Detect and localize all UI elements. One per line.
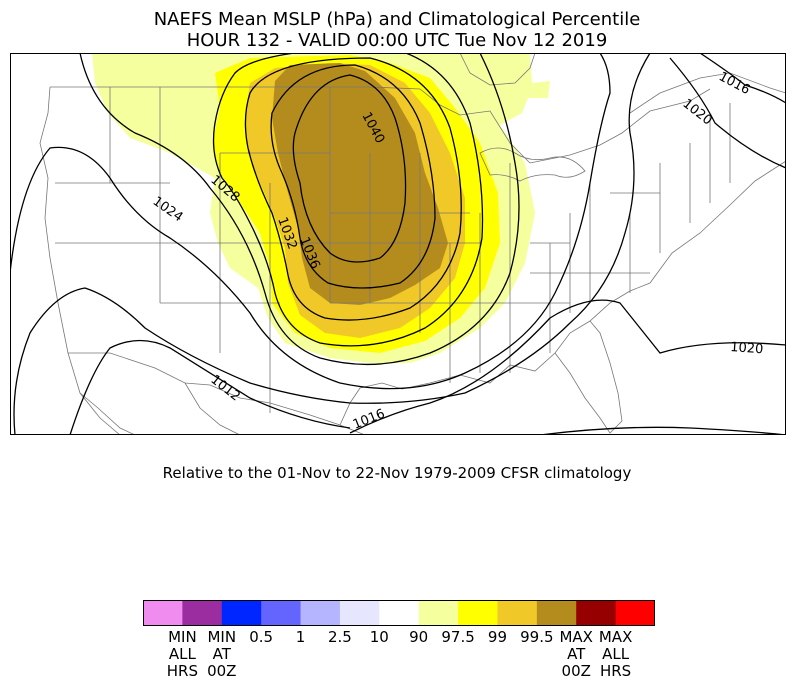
- mslp-map: 1040 1036 1032 1028 1024 1020 1016 1012 …: [10, 53, 786, 435]
- isobar-1032: [244, 57, 462, 321]
- colorbar-swatch: [300, 600, 341, 626]
- pacific-coastline: [39, 86, 121, 435]
- colorbar-swatch: [458, 600, 498, 626]
- coastlines-and-borders: [39, 53, 786, 435]
- isobar-1028: [212, 53, 484, 347]
- isobar-1012: [69, 339, 351, 435]
- west-mexico-coast: [184, 382, 241, 435]
- isobar-1020: [10, 53, 611, 390]
- colorbar-swatch: [221, 600, 262, 626]
- isobar-1040: [292, 74, 407, 263]
- isobar-label: 1020: [730, 340, 764, 357]
- colorbar-swatch: [418, 600, 459, 626]
- canada-us-border: [50, 86, 711, 164]
- isobars: [10, 53, 786, 435]
- isobar-1020-northeast: [669, 57, 786, 169]
- isobar-1016-south: [349, 299, 786, 434]
- isobar-1016-west: [13, 53, 651, 435]
- colorbar-tick-label: 2.5: [327, 628, 352, 646]
- isobar-1036: [270, 64, 436, 289]
- colorbar-tick-label: 97.5: [441, 628, 475, 646]
- isobar-1024: [79, 53, 520, 366]
- colorbar-tick-label: 90: [409, 628, 429, 646]
- isobar-1016-northeast: [699, 53, 786, 104]
- isobar-1020-south: [539, 426, 786, 435]
- colorbar-tick-label: MAX AT 00Z: [559, 628, 593, 680]
- baja-peninsula: [79, 392, 136, 435]
- chart-valid-time: HOUR 132 - VALID 00:00 UTC Tue Nov 12 20…: [186, 30, 608, 51]
- us-mexico-border: [68, 352, 366, 435]
- colorbar-swatch: [261, 600, 302, 626]
- colorbar-frame: [143, 600, 655, 626]
- colorbar-tick-label: MIN ALL HRS: [166, 628, 198, 680]
- map-frame: [10, 53, 786, 435]
- colorbar-swatch: [379, 600, 420, 626]
- colorbar-labels: MIN ALL HRS MIN AT 00Z 0.5 1 2.5 10 90 97.5 99 99…: [143, 629, 655, 684]
- chart-title: NAEFS Mean MSLP (hPa) and Climatological…: [153, 9, 641, 30]
- hudson-bay-coast: [459, 53, 536, 86]
- florida-coastline: [554, 320, 623, 434]
- colorbar-tick-label: MAX ALL HRS: [598, 628, 633, 680]
- colorbar-tick-label: 0.5: [249, 628, 274, 646]
- colorbar-swatch: [497, 600, 538, 626]
- great-lakes: [479, 147, 586, 182]
- colorbar-swatch: [143, 600, 183, 626]
- climatology-subtitle: Relative to the 01-Nov to 22-Nov 1979-20…: [162, 464, 632, 482]
- colorbar-tick-label: MIN AT 00Z: [207, 628, 237, 680]
- colorbar-swatch: [615, 600, 655, 626]
- colorbar-tick-label: 99.5: [520, 628, 554, 646]
- colorbar-tick-label: 99: [487, 628, 507, 646]
- colorbar-swatch: [182, 600, 223, 626]
- colorbar-tick-label: 1: [295, 628, 306, 646]
- colorbar-swatch: [339, 600, 380, 626]
- percentile-max-region: [272, 63, 448, 305]
- colorbar-swatch: [536, 600, 577, 626]
- percentile-colorbar: [143, 600, 655, 626]
- colorbar-swatch: [576, 600, 617, 626]
- east-canada-coast: [629, 72, 786, 114]
- colorbar-tick-label: 10: [369, 628, 389, 646]
